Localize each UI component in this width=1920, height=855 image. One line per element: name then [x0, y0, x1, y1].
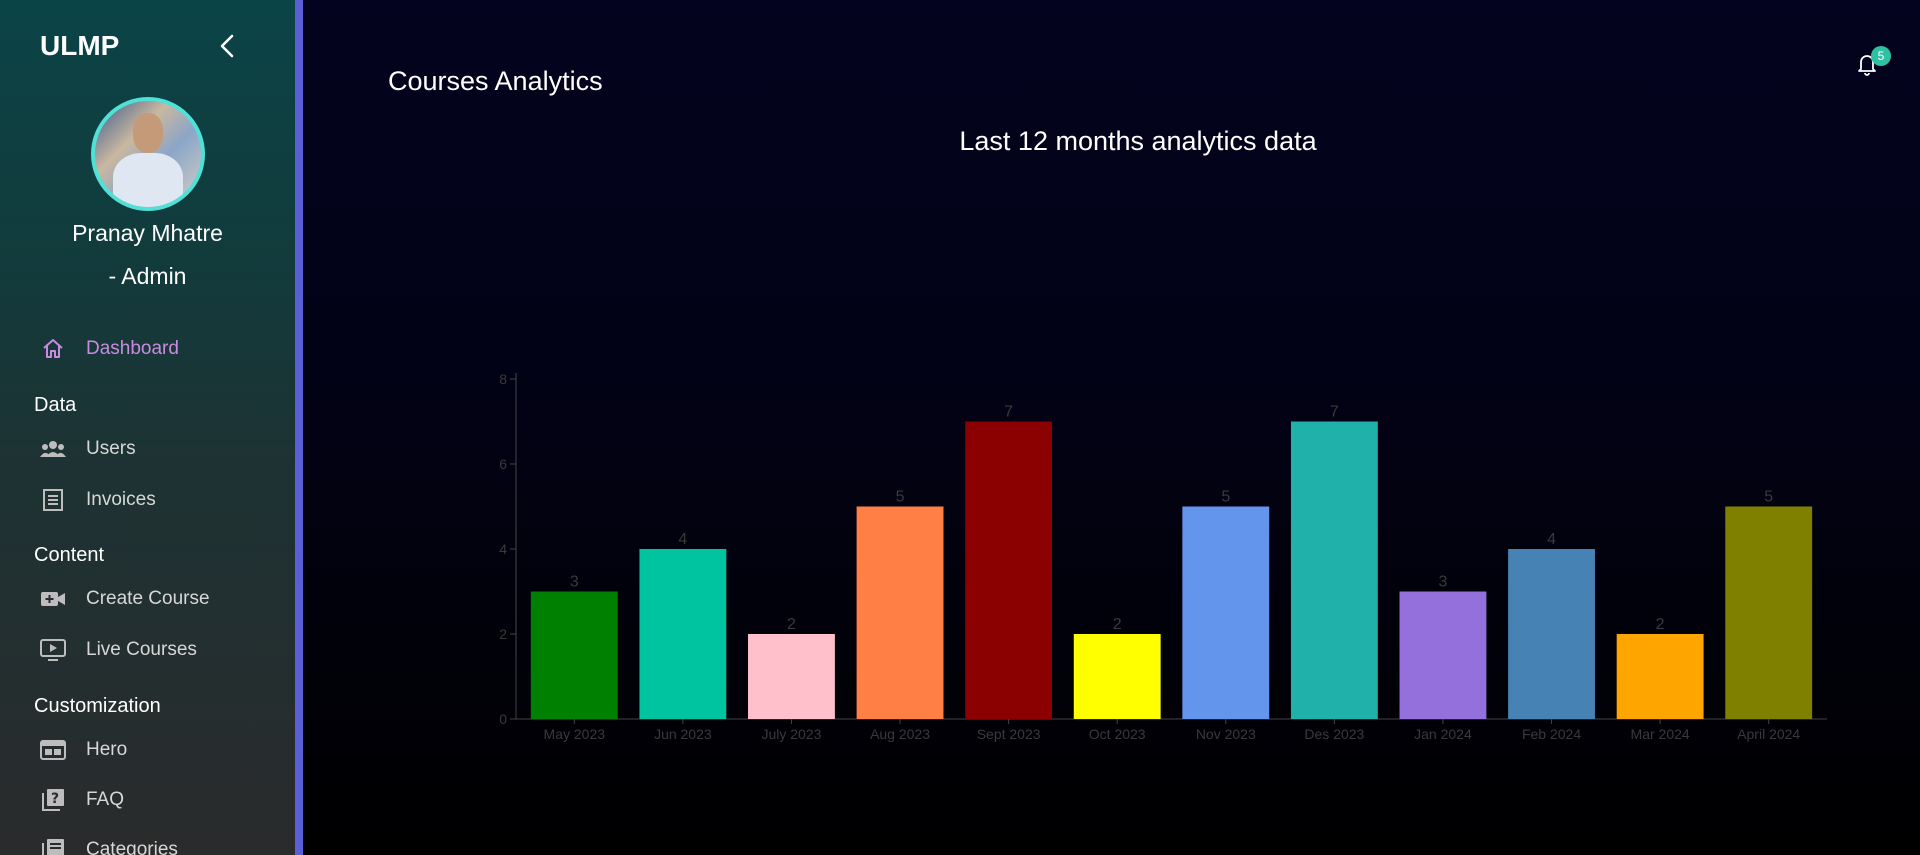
x-tick-label: Nov 2023: [1196, 726, 1256, 742]
x-tick-label: Jan 2024: [1414, 726, 1472, 742]
sidebar-item-hero[interactable]: Hero: [40, 735, 127, 765]
y-tick-label: 0: [499, 711, 507, 727]
bar-data-label: 2: [1113, 616, 1122, 633]
bar-data-label: 2: [1656, 616, 1665, 633]
main-content: Courses Analytics Last 12 months analyti…: [303, 0, 1920, 855]
bell-icon[interactable]: [1856, 52, 1878, 76]
bar: [748, 634, 835, 719]
y-tick-label: 6: [499, 456, 507, 472]
x-tick-label: May 2023: [544, 726, 606, 742]
sidebar-item-categories[interactable]: Categories: [40, 835, 178, 855]
bar-data-label: 5: [1764, 489, 1773, 506]
y-tick-label: 2: [499, 626, 507, 642]
sidebar: ULMP Pranay Mhatre - Admin Dashboard Dat…: [0, 0, 295, 855]
bar: [1725, 506, 1813, 719]
user-role: - Admin: [108, 263, 187, 289]
avatar[interactable]: [91, 97, 205, 211]
bar: [530, 591, 618, 719]
x-tick-label: Aug 2023: [870, 726, 930, 742]
users-group-icon: [40, 436, 66, 462]
play-screen-icon: [40, 637, 66, 663]
bar-data-label: 7: [1330, 404, 1339, 421]
notification-badge: 5: [1871, 46, 1891, 66]
bar-data-label: 5: [1221, 489, 1230, 506]
bar: [1399, 591, 1487, 719]
sidebar-item-invoices[interactable]: Invoices: [40, 485, 156, 515]
bar-data-label: 7: [1004, 404, 1013, 421]
section-title-content: Content: [34, 544, 105, 566]
sidebar-item-label: Invoices: [86, 489, 156, 510]
sidebar-item-dashboard[interactable]: Dashboard: [40, 334, 179, 364]
bar-data-label: 4: [1547, 531, 1556, 548]
home-icon: [40, 336, 66, 362]
bar: [1182, 506, 1270, 719]
sidebar-item-label: Categories: [86, 839, 178, 855]
sidebar-item-faq[interactable]: ? FAQ: [40, 785, 124, 815]
svg-text:?: ?: [51, 791, 59, 807]
x-tick-label: Des 2023: [1304, 726, 1364, 742]
x-tick-label: Feb 2024: [1522, 726, 1581, 742]
sidebar-item-live-courses[interactable]: Live Courses: [40, 635, 197, 665]
bar-data-label: 3: [1439, 574, 1448, 591]
x-tick-label: Sept 2023: [977, 726, 1041, 742]
chart-title: Last 12 months analytics data: [959, 126, 1317, 156]
sidebar-item-label: Users: [86, 438, 136, 459]
sidebar-item-label: Live Courses: [86, 639, 197, 660]
bar: [965, 421, 1053, 719]
bar: [1508, 549, 1595, 719]
bar: [639, 549, 727, 719]
bar-data-label: 2: [787, 616, 796, 633]
sidebar-item-label: Dashboard: [86, 338, 179, 359]
section-title-customization: Customization: [34, 695, 161, 717]
bar-data-label: 4: [678, 531, 687, 548]
sidebar-item-users[interactable]: Users: [40, 434, 136, 464]
x-tick-label: April 2024: [1737, 726, 1800, 742]
bar: [1290, 421, 1378, 719]
y-tick-label: 4: [499, 541, 507, 557]
bar: [1616, 634, 1704, 719]
sidebar-item-label: FAQ: [86, 789, 125, 810]
x-tick-label: Mar 2024: [1631, 726, 1690, 742]
sidebar-item-label: Create Course: [86, 588, 210, 609]
sidebar-item-label: Hero: [86, 739, 128, 760]
bar-data-label: 5: [896, 489, 905, 506]
bar: [856, 506, 944, 719]
bar-chart: 0 2 4 6 8 3 May 2023 4 Jun 2023 2 July 2023 5 Aug 20…: [499, 371, 1827, 742]
y-tick-label: 8: [499, 371, 507, 387]
list-icon: [40, 837, 66, 855]
chevron-left-icon[interactable]: [214, 30, 240, 62]
x-tick-label: July 2023: [761, 726, 821, 742]
brand-logo: ULMP: [40, 30, 120, 61]
bar: [1073, 634, 1161, 719]
quiz-icon: ?: [40, 787, 66, 813]
x-tick-label: Jun 2023: [654, 726, 712, 742]
x-tick-label: Oct 2023: [1089, 726, 1146, 742]
section-title-data: Data: [34, 394, 77, 416]
video-add-icon: [40, 586, 66, 612]
sidebar-item-create-course[interactable]: Create Course: [40, 584, 210, 614]
receipt-icon: [40, 487, 66, 513]
page-title: Courses Analytics: [388, 66, 603, 96]
web-layout-icon: [40, 737, 66, 763]
bar-data-label: 3: [570, 574, 579, 591]
user-name: Pranay Mhatre: [72, 220, 223, 246]
sidebar-border: [295, 0, 303, 855]
